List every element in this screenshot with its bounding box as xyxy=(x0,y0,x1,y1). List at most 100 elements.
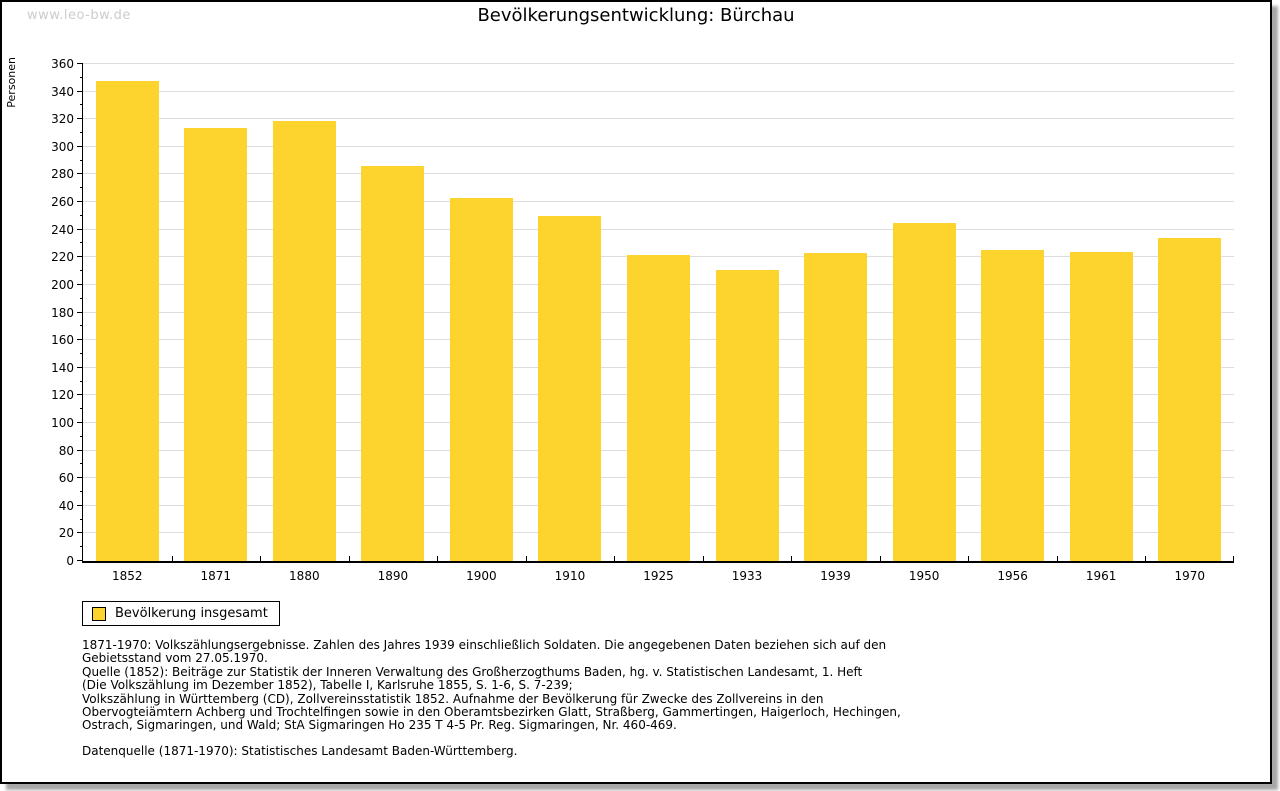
x-boundary-tick xyxy=(348,556,350,561)
footer-line: Volkszählung in Württemberg (CD), Zollve… xyxy=(82,691,824,706)
footer-line: Obervogteiämtern Achberg und Trochtelfin… xyxy=(82,705,901,720)
y-major-tick xyxy=(77,477,83,479)
y-tick-label: 60 xyxy=(58,471,74,486)
bar-1852 xyxy=(95,80,159,561)
y-gridline xyxy=(83,145,1234,147)
y-major-tick xyxy=(77,311,83,313)
x-boundary-tick xyxy=(437,556,439,561)
x-boundary-tick xyxy=(525,556,527,561)
y-axis-title: Personen xyxy=(5,57,18,108)
y-tick-label: 360 xyxy=(51,57,74,71)
y-minor-tick xyxy=(80,297,83,299)
y-minor-tick xyxy=(80,104,83,106)
y-major-tick xyxy=(77,560,83,561)
x-tick-label: 1910 xyxy=(554,569,586,583)
y-minor-tick xyxy=(80,187,83,189)
plot-area: 0 20 40 60 80 100 120 140 160 180 200 220 240 260 280 3… xyxy=(51,57,1234,583)
watermark-url: www.leo-bw.de xyxy=(27,8,131,23)
x-boundary-tick xyxy=(1145,556,1147,561)
x-tick-label: 1939 xyxy=(820,569,851,583)
y-major-tick xyxy=(77,421,83,423)
x-tick-label: 1871 xyxy=(200,569,232,583)
y-gridline xyxy=(83,63,1234,64)
y-minor-tick xyxy=(80,132,83,134)
datasource-note: Datenquelle (1871-1970): Statistisches L… xyxy=(82,744,518,758)
x-tick-label: 1950 xyxy=(908,569,940,583)
y-minor-tick xyxy=(80,242,83,244)
x-tick-label: 1900 xyxy=(466,569,497,583)
y-minor-tick xyxy=(80,270,83,272)
bar-1925 xyxy=(627,254,690,561)
y-gridline xyxy=(83,173,1234,175)
bar-1933 xyxy=(715,269,779,561)
bar-1961 xyxy=(1069,251,1133,561)
y-tick-label: 140 xyxy=(51,360,74,375)
bar-1970 xyxy=(1158,237,1222,561)
y-major-tick xyxy=(77,118,83,120)
y-tick-label: 280 xyxy=(51,167,74,182)
x-tick-label: 1961 xyxy=(1085,569,1117,583)
bar-1900 xyxy=(449,197,513,561)
y-major-tick xyxy=(77,201,83,203)
y-minor-tick xyxy=(80,352,83,354)
y-major-tick xyxy=(77,256,83,258)
bar-1956 xyxy=(981,250,1045,561)
y-minor-tick xyxy=(80,159,83,161)
y-gridline xyxy=(83,228,1234,230)
y-tick-label: 220 xyxy=(51,250,74,265)
x-boundary-tick xyxy=(791,556,793,561)
y-major-tick xyxy=(77,228,83,230)
y-minor-tick xyxy=(80,408,83,410)
y-minor-tick xyxy=(80,518,83,520)
footer-line: (Die Volkszählung im Dezember 1852), Tab… xyxy=(82,678,573,693)
legend-label: Bevölkerung insgesamt xyxy=(115,606,268,621)
x-boundary-tick xyxy=(171,556,173,561)
y-major-tick xyxy=(77,339,83,341)
legend-box: Bevölkerung insgesamt xyxy=(82,601,280,626)
footer-line: Gebietsstand vom 27.05.1970. xyxy=(82,651,268,666)
x-tick-label: 1970 xyxy=(1174,569,1205,583)
x-tick-label: 1880 xyxy=(289,569,320,583)
bar-1880 xyxy=(272,120,336,561)
x-boundary-tick xyxy=(1056,556,1058,561)
y-tick-label: 300 xyxy=(51,139,74,154)
footer-line: Quelle (1852): Beiträge zur Statistik de… xyxy=(82,664,863,679)
y-minor-tick xyxy=(80,380,83,382)
y-minor-tick xyxy=(80,76,83,78)
bar-1950 xyxy=(892,222,956,561)
y-minor-tick xyxy=(80,490,83,492)
y-major-tick xyxy=(77,394,83,396)
legend-swatch xyxy=(92,606,106,621)
chart-title: Bevölkerungsentwicklung: Bürchau xyxy=(477,5,795,26)
y-major-tick xyxy=(77,145,83,147)
y-tick-label: 20 xyxy=(58,526,74,541)
y-tick-label: 260 xyxy=(51,195,74,210)
x-tick-label: 1925 xyxy=(643,569,674,583)
y-tick-label: 100 xyxy=(51,415,74,430)
footer-notes: 1871-1970: Volkszählungsergebnisse. Zahl… xyxy=(82,638,901,733)
y-major-tick xyxy=(77,532,83,534)
x-boundary-tick xyxy=(614,556,616,561)
y-major-tick xyxy=(77,173,83,175)
footer-line: 1871-1970: Volkszählungsergebnisse. Zahl… xyxy=(82,638,887,652)
y-minor-tick xyxy=(80,546,83,548)
y-gridline xyxy=(83,90,1234,92)
y-major-tick xyxy=(77,504,83,506)
y-minor-tick xyxy=(80,214,83,216)
x-boundary-tick xyxy=(879,556,881,561)
x-boundary-tick xyxy=(968,556,970,561)
bar-1939 xyxy=(804,253,868,561)
y-tick-label: 200 xyxy=(51,277,74,292)
y-major-tick xyxy=(77,283,83,285)
x-tick-label: 1890 xyxy=(377,569,409,583)
bar-1910 xyxy=(538,215,602,561)
y-gridline xyxy=(83,118,1234,120)
y-tick-label: 180 xyxy=(51,305,74,320)
x-boundary-tick xyxy=(1233,556,1234,561)
y-minor-tick xyxy=(80,325,83,327)
y-major-tick xyxy=(77,63,83,64)
y-gridline xyxy=(83,201,1234,203)
y-tick-label: 320 xyxy=(51,112,74,127)
y-tick-label: 40 xyxy=(58,498,74,513)
